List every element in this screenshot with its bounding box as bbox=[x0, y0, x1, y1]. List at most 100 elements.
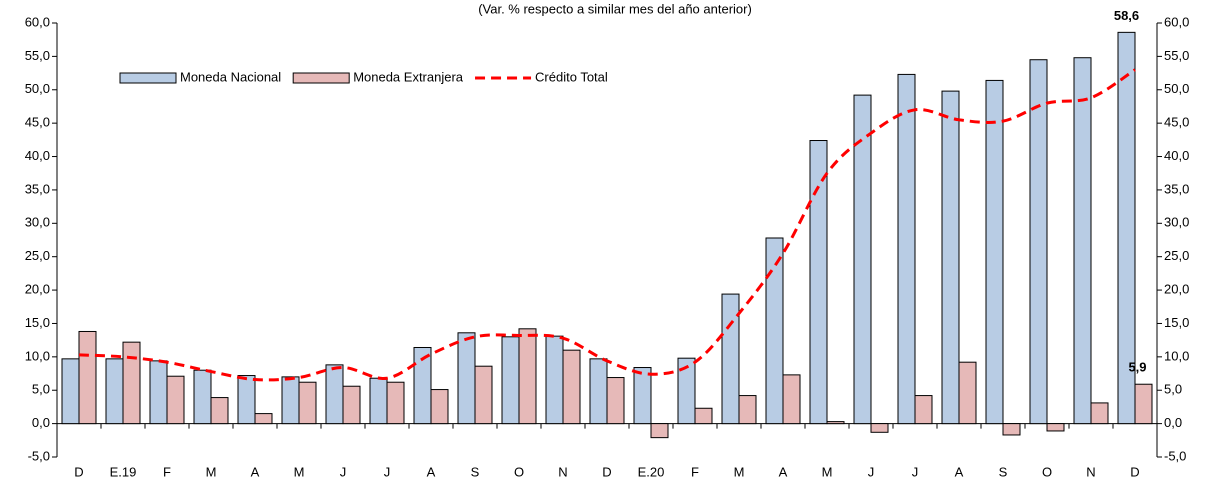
chart-subtitle: (Var. % respecto a similar mes del año a… bbox=[478, 1, 752, 16]
legend-swatch bbox=[119, 72, 177, 84]
y2-tick-label: 5,0 bbox=[1164, 382, 1182, 397]
x-tick-label: E.20 bbox=[638, 464, 665, 479]
bar bbox=[650, 423, 669, 439]
x-tick-label: N bbox=[1086, 464, 1095, 479]
x-tick-label: M bbox=[822, 464, 833, 479]
bar bbox=[1029, 59, 1048, 425]
y-tick-label: 0,0 bbox=[32, 415, 50, 430]
bar bbox=[254, 413, 273, 425]
x-tick-label: M bbox=[206, 464, 217, 479]
y2-tick-label: 30,0 bbox=[1164, 215, 1189, 230]
y2-tick-label: 45,0 bbox=[1164, 115, 1189, 130]
bar bbox=[562, 349, 581, 425]
x-tick-label: D bbox=[602, 464, 611, 479]
bar bbox=[633, 367, 652, 425]
legend-swatch bbox=[292, 72, 350, 84]
x-tick-label: A bbox=[427, 464, 436, 479]
legend-label: Moneda Nacional bbox=[180, 69, 281, 84]
y-tick-label: 45,0 bbox=[25, 115, 50, 130]
x-tick-label: M bbox=[294, 464, 305, 479]
bar bbox=[457, 332, 476, 425]
y-tick-label: -5,0 bbox=[28, 448, 50, 463]
bar bbox=[298, 381, 317, 425]
x-tick-label: M bbox=[734, 464, 745, 479]
y-tick-label: 40,0 bbox=[25, 148, 50, 163]
y2-tick-label: 0,0 bbox=[1164, 415, 1182, 430]
x-tick-label: S bbox=[471, 464, 480, 479]
x-tick-label: S bbox=[999, 464, 1008, 479]
y2-tick-label: 50,0 bbox=[1164, 81, 1189, 96]
bar bbox=[870, 423, 889, 433]
data-label: 58,6 bbox=[1114, 8, 1139, 23]
y2-tick-label: 25,0 bbox=[1164, 248, 1189, 263]
y2-tick-label: 40,0 bbox=[1164, 148, 1189, 163]
bar bbox=[826, 421, 845, 425]
x-tick-label: E.19 bbox=[110, 464, 137, 479]
x-tick-label: J bbox=[384, 464, 391, 479]
bar bbox=[589, 358, 608, 425]
y2-tick-label: -5,0 bbox=[1164, 448, 1186, 463]
y-tick-label: 10,0 bbox=[25, 348, 50, 363]
x-tick-label: J bbox=[340, 464, 347, 479]
y2-tick-label: 35,0 bbox=[1164, 181, 1189, 196]
bar bbox=[958, 361, 977, 425]
y-tick-label: 60,0 bbox=[25, 14, 50, 29]
y-tick-label: 25,0 bbox=[25, 248, 50, 263]
bar bbox=[1090, 402, 1109, 425]
bar bbox=[1134, 383, 1153, 425]
bar bbox=[853, 94, 872, 425]
y-tick-label: 20,0 bbox=[25, 282, 50, 297]
y2-tick-label: 55,0 bbox=[1164, 48, 1189, 63]
x-tick-label: A bbox=[779, 464, 788, 479]
y2-tick-label: 20,0 bbox=[1164, 282, 1189, 297]
bar bbox=[721, 293, 740, 425]
x-tick-label: F bbox=[691, 464, 699, 479]
x-tick-label: A bbox=[955, 464, 964, 479]
bar bbox=[677, 357, 696, 425]
bar bbox=[897, 73, 916, 425]
bar bbox=[237, 375, 256, 425]
bar bbox=[386, 381, 405, 425]
bar bbox=[149, 360, 168, 425]
y-tick-label: 5,0 bbox=[32, 382, 50, 397]
bar bbox=[782, 374, 801, 425]
bar bbox=[369, 377, 388, 425]
bar bbox=[765, 237, 784, 425]
x-tick-label: O bbox=[514, 464, 524, 479]
bar bbox=[474, 365, 493, 425]
y-tick-label: 55,0 bbox=[25, 48, 50, 63]
bar bbox=[985, 79, 1004, 425]
bar bbox=[166, 375, 185, 425]
bar bbox=[694, 407, 713, 425]
bar bbox=[518, 328, 537, 425]
x-tick-label: D bbox=[74, 464, 83, 479]
y2-tick-label: 10,0 bbox=[1164, 348, 1189, 363]
x-tick-label: J bbox=[868, 464, 875, 479]
bar bbox=[78, 330, 97, 425]
bar bbox=[1117, 31, 1136, 425]
legend-label: Moneda Extranjera bbox=[353, 69, 464, 84]
bar bbox=[122, 341, 141, 425]
y-tick-label: 35,0 bbox=[25, 181, 50, 196]
bar bbox=[413, 346, 432, 425]
bar bbox=[1002, 423, 1021, 436]
bar bbox=[606, 377, 625, 425]
bar bbox=[325, 364, 344, 425]
bar bbox=[545, 335, 564, 425]
bar bbox=[430, 389, 449, 425]
bar bbox=[809, 140, 828, 425]
bar bbox=[105, 358, 124, 425]
bar bbox=[941, 90, 960, 425]
y-tick-label: 15,0 bbox=[25, 315, 50, 330]
x-tick-label: J bbox=[912, 464, 919, 479]
bar bbox=[501, 336, 520, 425]
line bbox=[78, 68, 1136, 382]
y-tick-label: 30,0 bbox=[25, 215, 50, 230]
data-label: 5,9 bbox=[1128, 360, 1146, 375]
x-tick-label: A bbox=[251, 464, 260, 479]
x-tick-label: F bbox=[163, 464, 171, 479]
bar bbox=[61, 358, 80, 425]
y-tick-label: 50,0 bbox=[25, 81, 50, 96]
bar bbox=[914, 395, 933, 425]
